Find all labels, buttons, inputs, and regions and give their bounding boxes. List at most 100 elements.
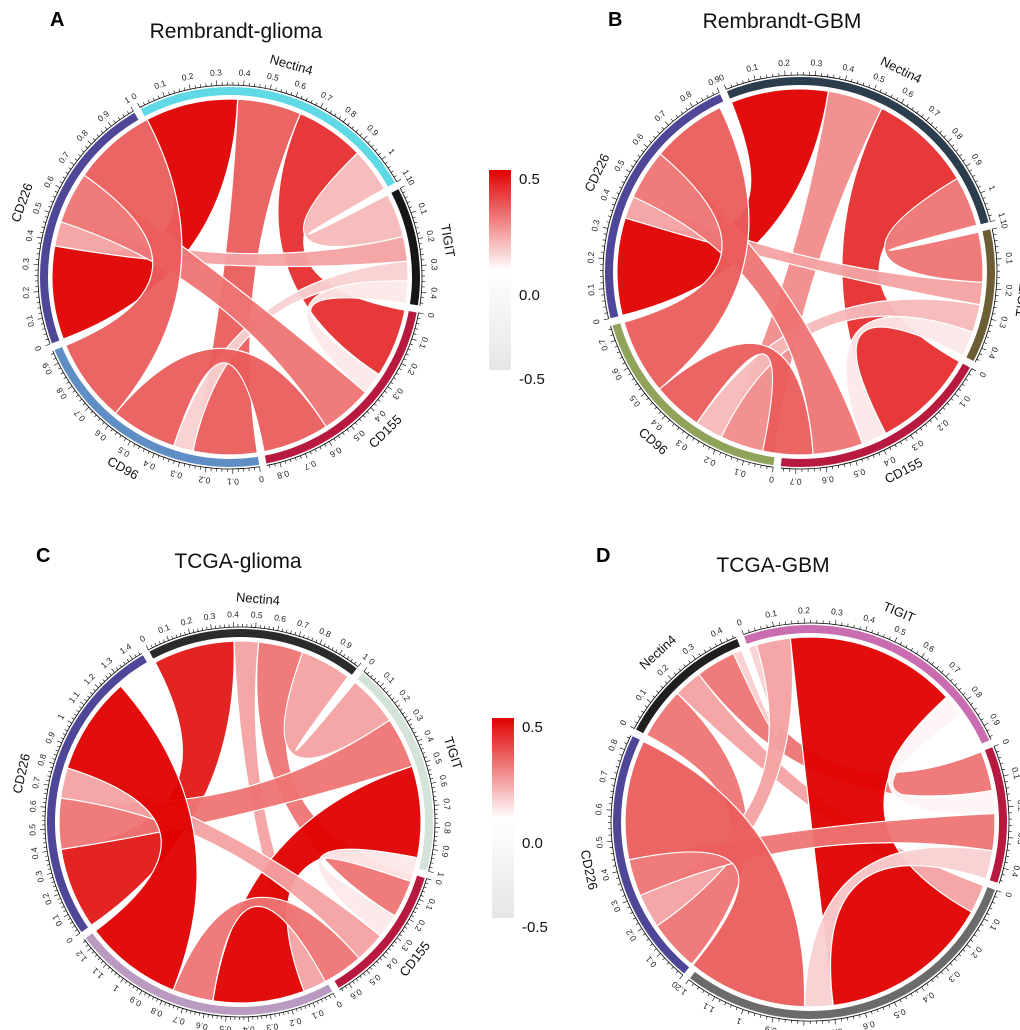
axis-tick: [921, 653, 925, 658]
axis-tick: [94, 954, 98, 957]
axis-tick: [629, 912, 633, 914]
axis-tick: [920, 427, 923, 431]
axis-tick: [175, 634, 178, 638]
axis-tick: [376, 961, 379, 964]
axis-tick: [983, 342, 987, 344]
sector-track-cd155: [780, 363, 970, 467]
axis-tick: [406, 922, 410, 925]
sector-axis: [52, 350, 260, 470]
sector-axis: [780, 368, 973, 470]
tick-label: 0.1: [416, 201, 429, 216]
sector-track-cd96: [54, 347, 260, 467]
axis-tick: [998, 756, 1002, 759]
chord-link-tigit-cd155: [845, 316, 974, 445]
axis-tick: [171, 636, 174, 640]
axis-tick: [294, 631, 297, 635]
tick-label: 0.2: [413, 918, 428, 933]
axis-tick: [626, 736, 630, 739]
axis-tick: [294, 457, 297, 461]
axis-tick: [419, 743, 423, 746]
axis-tick: [431, 782, 437, 784]
axis-tick: [303, 634, 305, 638]
axis-tick: [273, 626, 275, 630]
axis-tick: [654, 406, 657, 410]
tick-label: 0.1: [310, 1008, 325, 1022]
axis-tick: [377, 399, 381, 402]
axis-tick: [772, 621, 774, 627]
axis-tick: [825, 467, 828, 473]
axis-tick: [630, 165, 634, 168]
axis-tick: [137, 102, 141, 108]
axis-tick: [52, 758, 56, 760]
axis-tick: [79, 398, 82, 402]
axis-tick: [198, 1012, 201, 1016]
tick-label: 0.7: [30, 776, 42, 790]
axis-tick: [856, 80, 859, 84]
axis-tick: [307, 636, 309, 640]
axis-tick: [874, 84, 877, 90]
tick-label: 0.1: [764, 608, 778, 620]
axis-tick: [57, 740, 62, 744]
tick-label: 0.8: [343, 104, 359, 119]
axis-tick: [615, 766, 619, 768]
tick-label: 0: [406, 178, 417, 187]
axis-tick: [154, 642, 157, 646]
axis-tick: [867, 457, 869, 461]
axis-tick: [184, 631, 186, 635]
tick-label: 0.8: [35, 752, 48, 767]
tick-label: 0.7: [947, 660, 963, 676]
axis-tick: [429, 773, 433, 775]
axis-tick: [835, 619, 837, 625]
axis-tick: [975, 180, 979, 183]
tick-label: 0.8: [54, 386, 69, 402]
axis-tick: [748, 462, 750, 466]
tick-label: 0.3: [411, 707, 426, 723]
tick-label: 0.4: [921, 990, 937, 1005]
tick-label: 0.8: [318, 626, 333, 640]
axis-tick: [285, 90, 288, 94]
axis-tick: [656, 690, 659, 693]
axis-tick: [63, 910, 67, 913]
axis-tick: [177, 1006, 179, 1010]
tick-label: 0.1: [157, 622, 172, 636]
axis-tick: [988, 214, 992, 217]
axis-tick: [730, 456, 733, 460]
axis-tick: [168, 91, 170, 95]
axis-tick: [374, 148, 378, 152]
axis-tick: [753, 75, 756, 81]
axis-tick: [992, 313, 996, 315]
axis-tick: [632, 917, 636, 920]
tick-label: 0.2: [585, 251, 596, 264]
tick-label: 0: [768, 474, 774, 485]
tick-label: 0.2: [702, 454, 717, 468]
axis-tick: [411, 727, 415, 730]
axis-tick: [958, 687, 962, 691]
axis-tick: [85, 944, 89, 947]
axis-tick: [996, 890, 1002, 893]
axis-tick: [736, 82, 738, 86]
axis-tick: [610, 334, 614, 336]
sector-label-nectin4: Nectin4: [235, 589, 280, 607]
axis-tick: [188, 628, 190, 634]
axis-tick: [354, 661, 357, 665]
axis-tick: [42, 328, 46, 330]
chart-title: TCGA-glioma: [174, 550, 302, 573]
colorbar-label: -0.5: [522, 919, 548, 936]
chart-title: TCGA-GBM: [716, 554, 829, 577]
axis-tick: [173, 90, 175, 94]
axis-tick: [63, 914, 69, 917]
tick-label: 1.1: [66, 689, 81, 705]
axis-tick: [772, 467, 774, 473]
tick-label: 0.9: [440, 845, 452, 858]
axis-tick: [414, 221, 418, 224]
axis-tick: [691, 983, 694, 987]
tick-label: 0.5: [627, 393, 642, 409]
axis-tick: [319, 446, 322, 450]
sector-label-tigit: TIGIT: [441, 735, 466, 771]
axis-tick: [958, 953, 962, 957]
axis-tick: [100, 960, 104, 964]
axis-tick: [1001, 874, 1005, 876]
axis-tick: [150, 644, 153, 648]
axis-tick: [724, 84, 727, 90]
axis-tick: [958, 388, 962, 391]
